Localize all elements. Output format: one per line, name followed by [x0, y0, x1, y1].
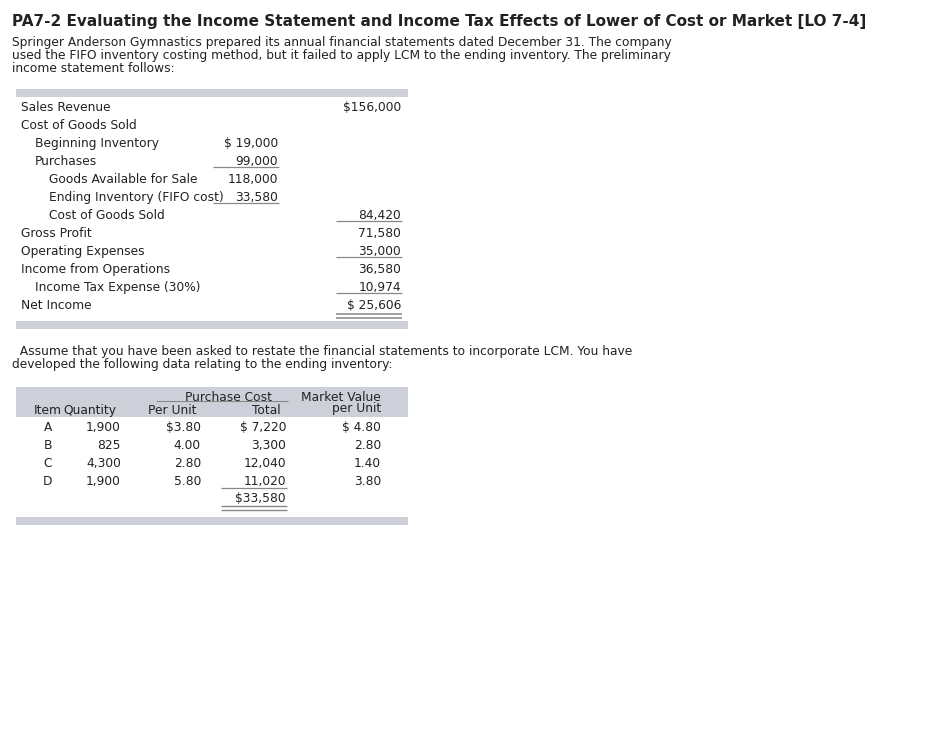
Text: 1.40: 1.40 [354, 457, 381, 470]
Bar [16, 97, 408, 313]
Text: Net Income: Net Income [21, 299, 92, 312]
Text: income statement follows:: income statement follows: [12, 62, 175, 75]
Text: 1,900: 1,900 [86, 421, 121, 434]
Text: 118,000: 118,000 [228, 173, 278, 186]
Text: 99,000: 99,000 [235, 155, 278, 168]
Text: Per Unit: Per Unit [147, 404, 196, 417]
Text: Beginning Inventory: Beginning Inventory [35, 137, 159, 150]
Bar [16, 517, 408, 525]
Text: Purchase Cost: Purchase Cost [185, 391, 272, 404]
Text: PA7-2 Evaluating the Income Statement and Income Tax Effects of Lower of Cost or: PA7-2 Evaluating the Income Statement an… [12, 14, 867, 29]
Text: per Unit: per Unit [331, 402, 381, 415]
Text: Ending Inventory (FIFO cost): Ending Inventory (FIFO cost) [49, 191, 224, 204]
Text: $3.80: $3.80 [166, 421, 201, 434]
Text: C: C [43, 457, 52, 470]
Text: Assume that you have been asked to restate the financial statements to incorpora: Assume that you have been asked to resta… [12, 345, 632, 358]
Text: Goods Available for Sale: Goods Available for Sale [49, 173, 197, 186]
Text: 4,300: 4,300 [86, 457, 121, 470]
Text: $ 4.80: $ 4.80 [342, 421, 381, 434]
Text: Income from Operations: Income from Operations [21, 263, 170, 276]
Text: Gross Profit: Gross Profit [21, 227, 92, 240]
Text: 71,580: 71,580 [358, 227, 401, 240]
Text: Quantity: Quantity [63, 404, 116, 417]
Text: used the FIFO inventory costing method, but it failed to apply LCM to the ending: used the FIFO inventory costing method, … [12, 49, 671, 62]
Bar [16, 387, 408, 417]
Text: Market Value: Market Value [301, 391, 381, 404]
Bar [16, 89, 408, 97]
Text: 12,040: 12,040 [244, 457, 286, 470]
Text: $33,580: $33,580 [235, 492, 286, 505]
Text: 36,580: 36,580 [358, 263, 401, 276]
Text: 33,580: 33,580 [235, 191, 278, 204]
Text: $ 25,606: $ 25,606 [346, 299, 401, 312]
Text: Sales Revenue: Sales Revenue [21, 101, 110, 114]
Text: A: A [43, 421, 52, 434]
Text: $ 19,000: $ 19,000 [224, 137, 278, 150]
Bar [16, 321, 408, 329]
Text: Cost of Goods Sold: Cost of Goods Sold [21, 119, 137, 132]
Text: B: B [43, 439, 52, 452]
Text: 3.80: 3.80 [354, 475, 381, 488]
Text: 84,420: 84,420 [359, 209, 401, 222]
Text: D: D [43, 475, 53, 488]
Text: Operating Expenses: Operating Expenses [21, 245, 144, 258]
Text: $156,000: $156,000 [343, 101, 401, 114]
Text: Cost of Goods Sold: Cost of Goods Sold [49, 209, 165, 222]
Text: 825: 825 [97, 439, 121, 452]
Text: 2.80: 2.80 [174, 457, 201, 470]
Text: Income Tax Expense (30%): Income Tax Expense (30%) [35, 281, 200, 294]
Text: 5.80: 5.80 [174, 475, 201, 488]
Text: 4.00: 4.00 [174, 439, 201, 452]
Text: Purchases: Purchases [35, 155, 97, 168]
Text: developed the following data relating to the ending inventory:: developed the following data relating to… [12, 358, 393, 371]
Text: Springer Anderson Gymnastics prepared its annual financial statements dated Dece: Springer Anderson Gymnastics prepared it… [12, 36, 672, 49]
Text: $ 7,220: $ 7,220 [240, 421, 286, 434]
Text: 10,974: 10,974 [359, 281, 401, 294]
Text: 3,300: 3,300 [251, 439, 286, 452]
Text: 1,900: 1,900 [86, 475, 121, 488]
Bar [16, 417, 408, 517]
Text: 35,000: 35,000 [359, 245, 401, 258]
Text: 2.80: 2.80 [354, 439, 381, 452]
Text: Item: Item [34, 404, 62, 417]
Text: Total: Total [252, 404, 281, 417]
Text: 11,020: 11,020 [244, 475, 286, 488]
